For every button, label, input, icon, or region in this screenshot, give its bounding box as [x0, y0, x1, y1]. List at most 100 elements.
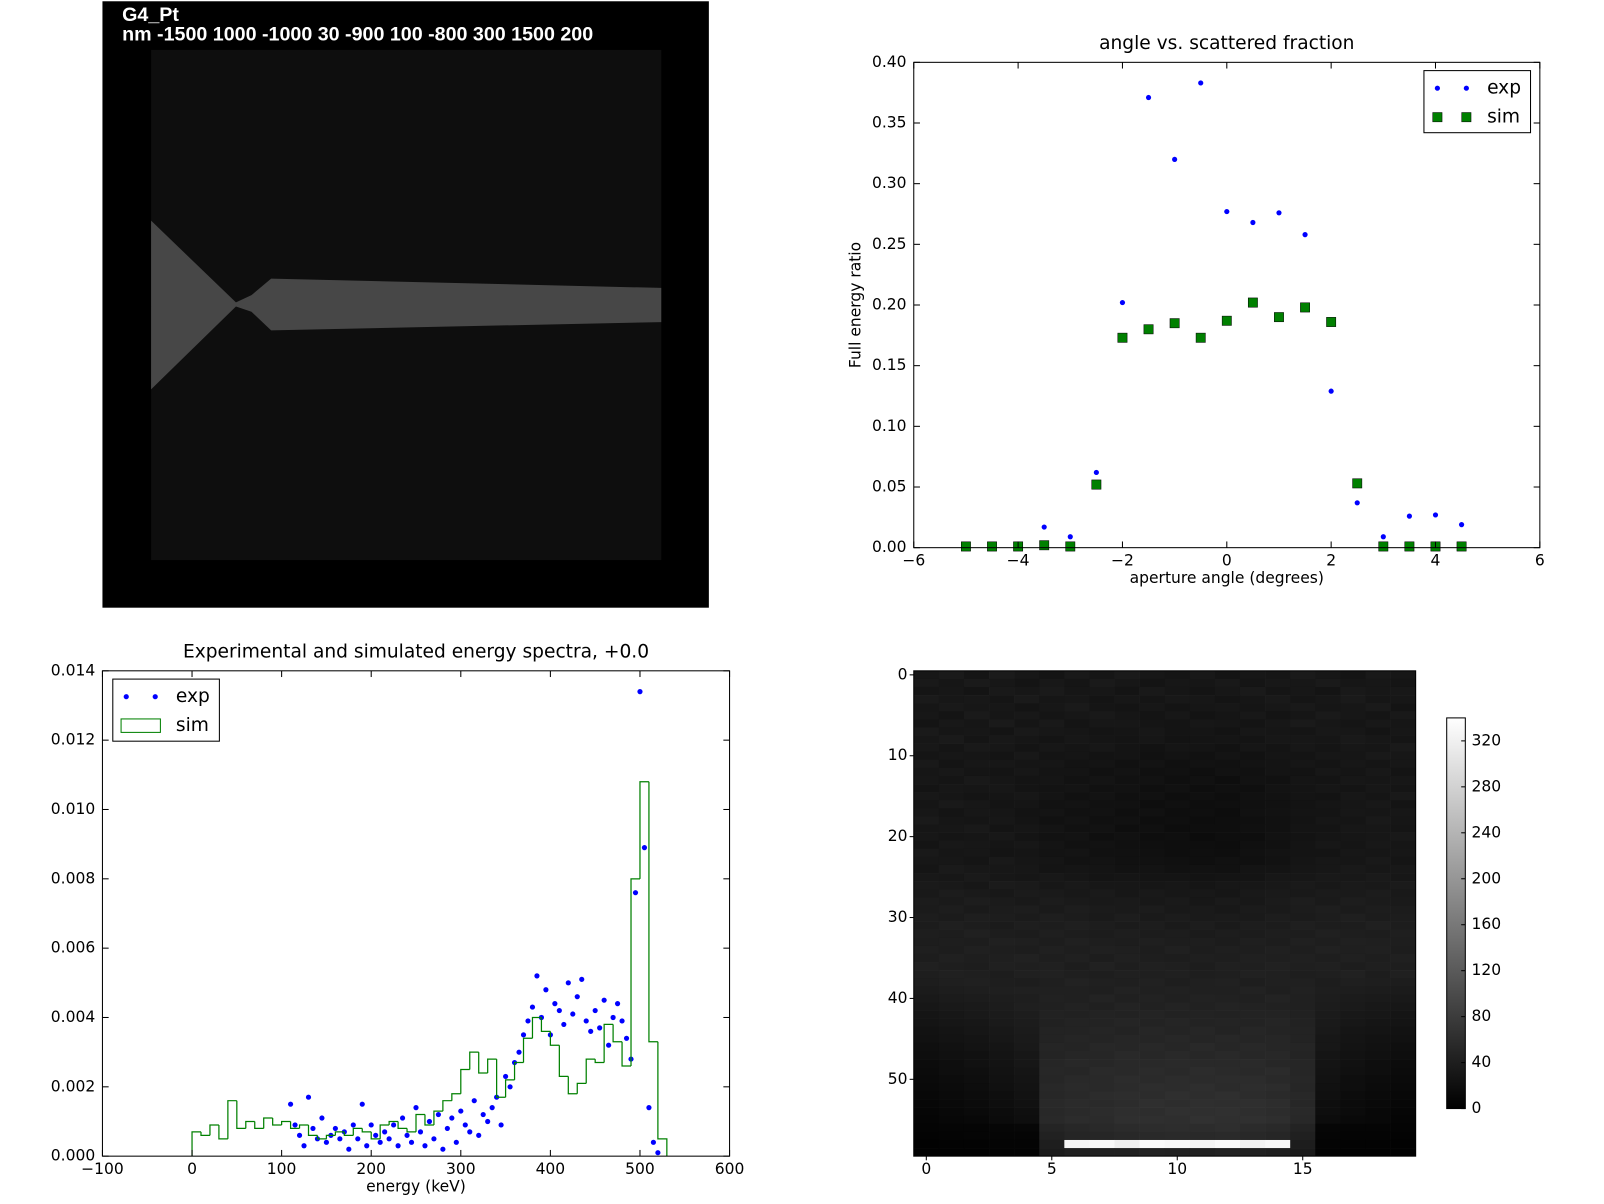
heatmap-cell — [1390, 1083, 1416, 1092]
heatmap-cell — [1139, 703, 1166, 712]
heatmap-cell — [1239, 897, 1266, 906]
heatmap-cell — [1315, 1067, 1341, 1076]
heatmap-cell — [1315, 1059, 1341, 1068]
heatmap-cell — [1089, 889, 1115, 898]
heatmap-cell — [1164, 994, 1191, 1003]
heatmap-cell — [1290, 945, 1316, 955]
heatmap-cell — [1189, 1010, 1216, 1019]
heatmap-cell — [1340, 695, 1366, 704]
heatmap-cell — [989, 1010, 1015, 1019]
heatmap-cell — [1164, 986, 1191, 995]
heatmap-cell — [913, 848, 940, 858]
heatmap-cell — [963, 1034, 990, 1044]
heatmap-cell — [1139, 986, 1166, 995]
heatmap-cell — [1139, 816, 1166, 825]
point — [655, 1150, 661, 1156]
heatmap-cell — [1014, 743, 1040, 753]
heatmap-cell — [1139, 1107, 1166, 1117]
heatmap-cell — [1039, 929, 1065, 939]
point — [386, 1136, 392, 1142]
heatmap-cell — [1014, 1018, 1040, 1028]
heatmap-cell — [1265, 1091, 1291, 1100]
heatmap-cell — [1315, 1050, 1341, 1060]
heatmap-cell — [1039, 1018, 1065, 1028]
heatmap-cell — [989, 945, 1015, 955]
histogram-step — [236, 1100, 246, 1130]
heatmap-cell — [1390, 670, 1416, 680]
heatmap-cell — [1014, 759, 1040, 769]
heatmap-cell — [1290, 994, 1316, 1003]
heatmap-cell — [1089, 751, 1115, 761]
heatmap-cell — [1265, 889, 1291, 898]
point — [588, 1028, 594, 1034]
heatmap-cell — [989, 1091, 1015, 1100]
heatmap-cell — [1290, 816, 1316, 825]
histogram-step — [370, 1131, 381, 1140]
heatmap-cell — [1365, 767, 1391, 777]
heatmap-cell — [1139, 1010, 1166, 1019]
point — [1354, 500, 1360, 506]
heatmap-cell — [1214, 1139, 1241, 1149]
heatmap-cell — [1064, 784, 1090, 793]
heatmap-cell — [963, 1107, 990, 1117]
heatmap-cell — [1189, 1131, 1216, 1141]
heatmap-cell — [1189, 686, 1216, 696]
heatmap-cell — [1039, 856, 1065, 866]
heatmap-cell — [1214, 1050, 1241, 1060]
heatmap-cell — [1340, 1067, 1366, 1076]
y-tick-label: 30 — [888, 908, 908, 926]
heatmap-cell — [963, 800, 990, 809]
heatmap-cell — [1315, 1002, 1341, 1011]
heatmap-cell — [913, 945, 940, 955]
point — [516, 1049, 522, 1055]
heatmap-cell — [1239, 751, 1266, 761]
heatmap-cell — [1089, 1099, 1115, 1108]
heatmap-cell — [1239, 784, 1266, 793]
y-tick-label: 20 — [888, 827, 908, 845]
heatmap-cell — [1265, 743, 1291, 753]
point — [323, 1139, 330, 1145]
heatmap-cell — [1039, 1139, 1065, 1149]
heatmap-cell — [1390, 1091, 1416, 1100]
heatmap-cell — [1340, 1050, 1366, 1060]
heatmap-cell — [1114, 970, 1140, 979]
point — [619, 1018, 625, 1024]
heatmap-cell — [1114, 905, 1140, 914]
histogram-step — [245, 1120, 255, 1129]
heatmap-cell — [1064, 792, 1090, 801]
heatmap-cell — [1089, 1148, 1115, 1157]
heatmap-cell — [989, 864, 1015, 874]
heatmap-cell — [913, 832, 940, 841]
heatmap-cell — [1239, 994, 1266, 1003]
heatmap-cell — [1039, 743, 1065, 753]
point — [310, 1125, 316, 1132]
heatmap-cell — [1114, 1075, 1140, 1084]
colorbar-tick-label: 120 — [1472, 961, 1502, 979]
point — [391, 1122, 397, 1128]
point — [1119, 299, 1126, 306]
heatmap-cell — [938, 824, 965, 833]
heatmap-cell — [1290, 856, 1316, 866]
heatmap-cell — [1365, 1010, 1391, 1019]
heatmap-cell — [1164, 978, 1191, 987]
point — [552, 1001, 558, 1007]
histogram-step — [272, 1118, 282, 1126]
histogram-step — [415, 1113, 425, 1132]
heatmap-cell — [1315, 881, 1341, 890]
heatmap-cell — [1139, 1026, 1166, 1036]
heatmap-cell — [1064, 1099, 1090, 1108]
heatmap-cell — [1390, 840, 1416, 850]
heatmap-cell — [1239, 1139, 1266, 1149]
heatmap-cell — [1390, 1026, 1416, 1036]
heatmap-cell — [1290, 1099, 1316, 1108]
histogram-step — [433, 1110, 443, 1125]
heatmap-cell — [1089, 808, 1115, 817]
heatmap-cell — [1340, 1139, 1366, 1149]
heatmap-cell — [1340, 994, 1366, 1003]
heatmap-cell — [1265, 1131, 1291, 1141]
heatmap-cell — [1290, 1123, 1316, 1133]
heatmap-cell — [1214, 784, 1241, 793]
heatmap-cell — [1114, 1107, 1140, 1117]
histogram-step — [442, 1100, 452, 1112]
heatmap-cell — [1315, 832, 1341, 841]
